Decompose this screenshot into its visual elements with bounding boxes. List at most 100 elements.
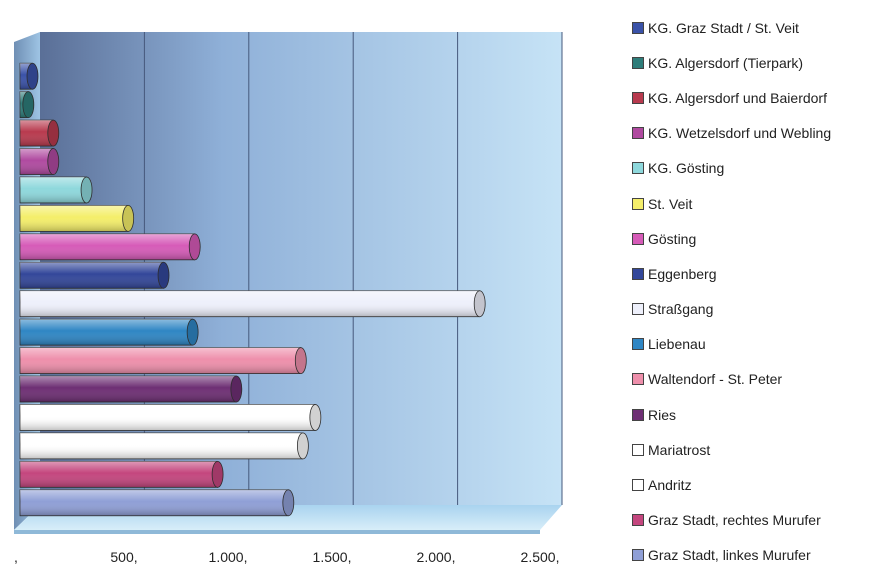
bar-shading [20,404,316,431]
legend-item: KG. Algersdorf (Tierpark) [632,45,877,80]
bar-cap-shade [282,489,294,516]
bar [19,261,170,289]
bar-cap [26,62,39,90]
legend-item: Liebenau [632,327,877,362]
bar [19,148,60,175]
x-tick-label: 1.500, [313,549,352,565]
legend-swatch [632,162,644,175]
legend-item: Graz Stadt, linkes Murufer [632,538,877,573]
legend-item: Andritz [632,467,877,502]
legend-swatch [632,91,644,104]
bar-cap-shade [297,432,309,459]
bar-shading [20,347,301,374]
chart-legend: KG. Graz Stadt / St. Veit KG. Algersdorf … [632,10,877,573]
bar-shading [20,489,289,516]
bar-cap [47,148,60,175]
bar-cap-shade [189,233,201,260]
legend-label: KG. Algersdorf und Baierdorf [648,89,827,106]
legend-swatch [632,127,644,140]
bar-shading [20,432,303,459]
legend-item: Waltendorf - St. Peter [632,362,877,397]
x-tick-label: 500, [110,549,137,565]
x-tick-label: 1.000, [209,549,248,565]
chart-floor-front-edge [14,530,540,534]
legend-swatch [632,549,644,562]
bar-cap [230,375,243,403]
bar-shading [20,205,129,232]
legend-swatch [632,232,644,245]
bar-cap [473,290,486,318]
legend-swatch [632,373,644,386]
legend-item: Graz Stadt, rechtes Murufer [632,503,877,538]
legend-label: Eggenberg [648,265,717,282]
legend-swatch [632,338,644,351]
x-axis-ticks: , 500, 1.000, 1.500, 2.000, 2.500, [14,549,559,565]
legend-swatch [632,197,644,210]
legend-label: KG. Graz Stadt / St. Veit [648,19,799,36]
bar-cap-shade [474,290,486,317]
legend-label: KG. Wetzelsdorf und Webling [648,125,832,142]
legend-item: Mariatrost [632,432,877,467]
bar [19,290,486,318]
legend-swatch [632,56,644,69]
legend-item: KG. Gösting [632,151,877,186]
bar [19,375,243,403]
bar-cap-shade [187,319,199,346]
bar-cap-shade [47,148,59,175]
legend-swatch [632,514,644,527]
legend-swatch [632,21,644,34]
legend-swatch [632,408,644,421]
bar-cap [47,119,60,147]
bar-cap [157,261,170,289]
legend-label: KG. Algersdorf (Tierpark) [648,54,804,71]
bar-shading [20,319,193,346]
bar-cap-shade [122,205,134,232]
legend-item: KG. Algersdorf und Baierdorf [632,80,877,115]
bar-cap [122,205,135,232]
legend-label: Ries [648,406,677,423]
bar [19,404,322,431]
chart-bars [19,62,486,517]
legend-swatch [632,303,644,316]
legend-swatch [632,443,644,456]
bar [19,460,224,488]
bar-cap-shade [212,461,224,488]
legend-label: Liebenau [648,336,706,353]
bar [19,176,93,204]
bar-cap [296,432,309,460]
bar-cap [186,318,199,346]
legend-swatch [632,267,644,280]
bar [19,91,35,119]
legend-label: Straßgang [648,301,714,318]
legend-item: KG. Wetzelsdorf und Webling [632,116,877,151]
legend-label: Waltendorf - St. Peter [648,371,783,388]
bar-shading [20,233,195,260]
bar-cap-shade [26,63,38,90]
legend-item: Gösting [632,221,877,256]
legend-item: Eggenberg [632,256,877,291]
bar-shading [20,461,218,488]
legend-label: Andritz [648,477,692,494]
bar-cap-shade [230,376,242,403]
legend-label: Mariatrost [648,441,711,458]
bar-cap [282,489,295,517]
bar [19,432,309,460]
bar-cap [80,176,93,204]
bar [19,205,135,232]
legend-label: Graz Stadt, linkes Murufer [648,547,811,564]
legend-label: KG. Gösting [648,160,725,177]
bar [19,233,201,261]
bar-cap-shade [81,176,93,203]
x-tick-label: 2.500, [521,549,560,565]
bar-cap-shade [158,262,170,289]
bar-cap [188,233,201,261]
bar-shading [20,290,480,317]
bar-cap [211,460,224,488]
x-tick-label: , [14,549,18,565]
bar-cap-shade [22,91,34,118]
legend-label: St. Veit [648,195,693,212]
legend-label: Graz Stadt, rechtes Murufer [648,512,821,529]
legend-swatch [632,479,644,492]
bar [19,489,295,517]
